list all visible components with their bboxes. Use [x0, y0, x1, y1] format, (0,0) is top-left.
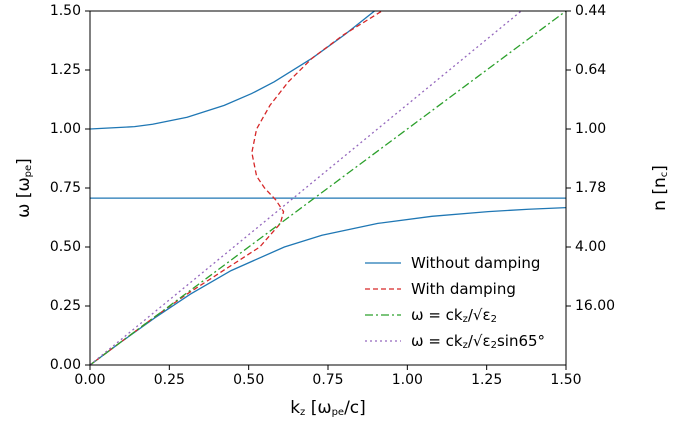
- series-line: [90, 11, 566, 365]
- y2-tick-label: 16.00: [575, 298, 615, 314]
- series-line: [90, 11, 566, 365]
- legend-label: With damping: [411, 280, 516, 298]
- x-tick-label: 1.25: [471, 372, 502, 388]
- x-tick-label: 1.00: [392, 372, 423, 388]
- legend-label: ω = ckz/√ε2sin65°: [411, 332, 545, 352]
- x-tick-label: 0.25: [154, 372, 185, 388]
- y-tick-label: 1.25: [50, 62, 81, 78]
- x-tick-label: 0.00: [74, 372, 105, 388]
- y2-tick-label: 4.00: [575, 239, 606, 255]
- y2-axis-label: n [nc]: [650, 165, 670, 211]
- y2-tick-label: 1.00: [575, 121, 606, 137]
- legend-label: ω = ckz/√ε2: [411, 306, 497, 326]
- y2-tick-label: 0.44: [575, 3, 606, 19]
- series-line: [90, 11, 383, 365]
- x-tick-label: 1.50: [550, 372, 581, 388]
- x-axis-label: kz [ωpe/c]: [290, 398, 366, 418]
- y-tick-label: 0.75: [50, 180, 81, 196]
- y-tick-label: 0.25: [50, 298, 81, 314]
- x-tick-label: 0.75: [312, 372, 343, 388]
- y-tick-label: 0.00: [50, 357, 81, 373]
- y-axis-label: ω [ωpe]: [14, 158, 34, 218]
- y2-tick-label: 0.64: [575, 62, 606, 78]
- legend-label: Without damping: [411, 254, 540, 272]
- y-tick-label: 1.00: [50, 121, 81, 137]
- x-tick-label: 0.50: [233, 372, 264, 388]
- y-tick-label: 1.50: [50, 3, 81, 19]
- y-tick-label: 0.50: [50, 239, 81, 255]
- y2-tick-label: 1.78: [575, 180, 606, 196]
- plot-lines: [90, 11, 566, 365]
